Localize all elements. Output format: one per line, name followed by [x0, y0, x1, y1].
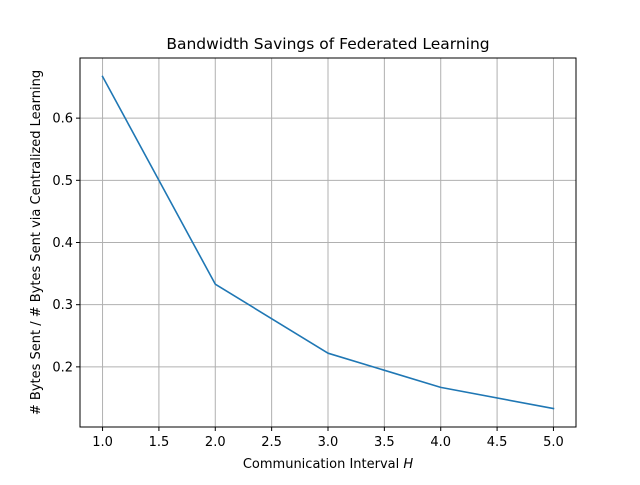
x-tick-label: 4.5: [487, 435, 508, 450]
x-tick-label: 4.0: [430, 435, 451, 450]
x-tick-label: 3.0: [318, 435, 339, 450]
x-axis-label-text: Communication Interval: [243, 457, 399, 472]
y-axis-label: # Bytes Sent / # Bytes Sent via Centrali…: [29, 70, 44, 415]
x-tick-label: 2.5: [261, 435, 282, 450]
grid-lines: [80, 58, 576, 427]
x-tick-label: 3.5: [374, 435, 395, 450]
x-tick-label: 5.0: [543, 435, 564, 450]
x-tick-label: 2.0: [205, 435, 226, 450]
x-axis-label-variable: H: [403, 457, 413, 472]
series-line: [101, 75, 555, 410]
x-axis-label: Communication Interval H: [243, 457, 414, 472]
y-tick-label: 0.5: [52, 174, 73, 189]
y-tick-label: 0.2: [52, 360, 73, 375]
y-tick-label: 0.4: [52, 236, 73, 251]
axis-ticks: 1.0 1.5 2.0 2.5 3.0 3.5 4.0 4.5 5.0 0.2 0.3 0.4 0.5 0…: [52, 112, 563, 450]
x-tick-label: 1.0: [92, 435, 113, 450]
series-layer: [101, 75, 555, 410]
x-tick-label: 1.5: [149, 435, 170, 450]
y-tick-label: 0.3: [52, 298, 73, 313]
chart-title: Bandwidth Savings of Federated Learning: [166, 35, 489, 53]
y-tick-label: 0.6: [52, 112, 73, 127]
